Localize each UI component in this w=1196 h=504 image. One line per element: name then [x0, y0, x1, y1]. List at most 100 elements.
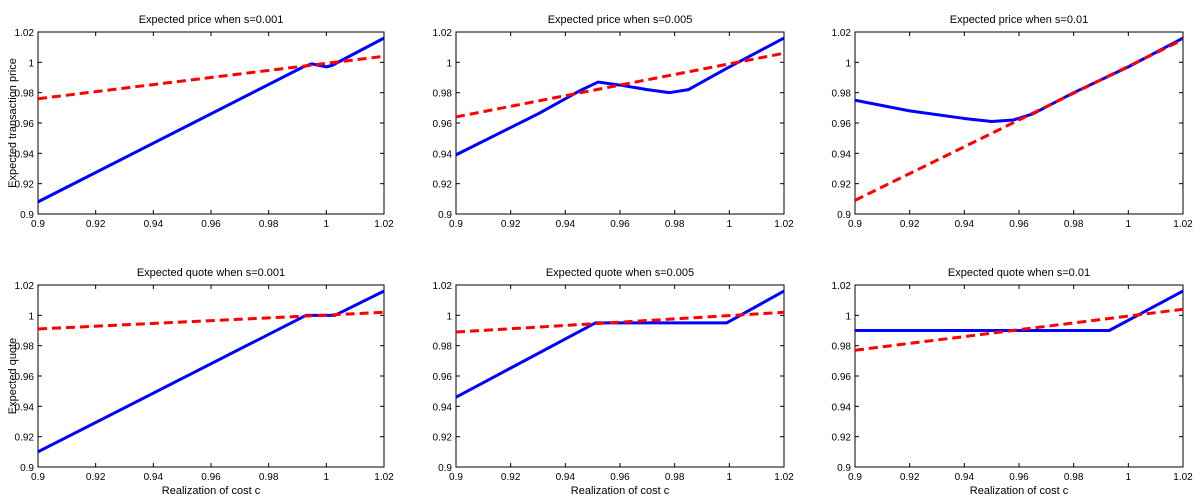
x-tick-label: 0.94	[144, 472, 164, 483]
y-tick-label: 0.94	[433, 402, 453, 413]
x-tick-label: 0.96	[1009, 219, 1029, 230]
y-tick-label: 1.02	[433, 28, 453, 39]
x-tick-label: 1	[1126, 219, 1132, 230]
x-tick-label: 0.9	[848, 472, 862, 483]
y-tick-label: 1.02	[433, 281, 453, 292]
x-tick-label: 1.02	[374, 219, 394, 230]
y-tick-label: 0.9	[20, 463, 34, 474]
y-tick-label: 0.94	[832, 149, 852, 160]
subplot-2: Expected price when s=0.005 0.9 0.92 0.94 0.…	[433, 14, 795, 230]
y-tick-label: 0.92	[15, 433, 35, 444]
x-tick-label: 0.98	[259, 219, 279, 230]
solid-series-line	[456, 36, 784, 157]
x-tick-label: 1.02	[374, 472, 394, 483]
plot-frame	[455, 284, 785, 468]
y-tick-label: 0.9	[837, 210, 851, 221]
x-tick-label: 0.94	[556, 472, 576, 483]
x-tick-label: 0.92	[900, 219, 920, 230]
y-tick-label: 0.92	[433, 433, 453, 444]
subplot-6: Expected quote when s=0.01 0.9 0.92 0.94 0.9…	[832, 267, 1194, 497]
y-tick-label: 0.96	[832, 119, 852, 130]
y-tick-label: 0.98	[15, 342, 35, 353]
subplot-4: Expected quote when s=0.001 0.9 0.92 0.94 0.…	[7, 267, 394, 497]
y-tick-label: 1	[845, 311, 851, 322]
plot-frame	[37, 31, 385, 215]
x-tick-label: 0.92	[86, 219, 106, 230]
y-tick-label: 0.94	[15, 149, 35, 160]
x-tick-label: 0.94	[144, 219, 164, 230]
y-tick-label: 0.96	[433, 372, 453, 383]
y-tick-label: 1.02	[832, 281, 852, 292]
chart-title: Expected quote when s=0.005	[546, 267, 694, 279]
x-tick-label: 0.98	[1064, 472, 1084, 483]
x-tick-label: 0.98	[665, 219, 685, 230]
plot-frame	[37, 284, 385, 468]
x-axis-label: Realization of cost c	[571, 485, 670, 497]
y-tick-label: 0.96	[15, 119, 35, 130]
x-tick-label: 0.92	[900, 472, 920, 483]
dashed-series-line	[38, 310, 384, 331]
solid-series-line	[855, 289, 1183, 332]
x-tick-label: 0.94	[556, 219, 576, 230]
y-tick-label: 1.02	[832, 28, 852, 39]
y-tick-label: 0.96	[433, 119, 453, 130]
y-tick-label: 0.9	[20, 210, 34, 221]
y-tick-label: 0.98	[433, 342, 453, 353]
y-tick-label: 1	[28, 58, 34, 69]
chart-title: Expected price when s=0.01	[950, 14, 1089, 26]
y-tick-label: 0.9	[438, 210, 452, 221]
x-tick-label: 0.9	[31, 219, 45, 230]
x-tick-label: 1.02	[1173, 472, 1193, 483]
y-axis-label: Expected transaction price	[7, 58, 19, 188]
chart-title: Expected price when s=0.005	[548, 14, 693, 26]
y-tick-label: 1	[845, 58, 851, 69]
x-tick-label: 1	[727, 472, 733, 483]
x-tick-label: 0.96	[610, 472, 630, 483]
y-tick-label: 1.02	[15, 28, 35, 39]
x-tick-label: 1.02	[1173, 219, 1193, 230]
x-tick-label: 0.94	[955, 472, 975, 483]
dashed-series-line	[855, 38, 1183, 202]
y-tick-label: 0.9	[438, 463, 452, 474]
y-tick-label: 0.92	[832, 180, 852, 191]
y-tick-label: 0.98	[832, 89, 852, 100]
y-tick-label: 0.96	[832, 372, 852, 383]
x-tick-label: 0.92	[501, 219, 521, 230]
x-tick-label: 0.96	[610, 219, 630, 230]
y-tick-label: 0.92	[15, 180, 35, 191]
y-tick-label: 0.92	[832, 433, 852, 444]
x-axis-label: Realization of cost c	[162, 485, 261, 497]
x-tick-label: 1	[1126, 472, 1132, 483]
x-tick-label: 0.9	[848, 219, 862, 230]
y-tick-label: 1.02	[15, 281, 35, 292]
y-tick-label: 0.96	[15, 372, 35, 383]
solid-series-line	[456, 289, 784, 399]
y-tick-label: 1	[446, 58, 452, 69]
x-tick-label: 0.98	[665, 472, 685, 483]
dashed-series-line	[38, 54, 384, 101]
x-tick-label: 0.98	[259, 472, 279, 483]
plot-frame	[455, 31, 785, 215]
x-tick-label: 0.92	[501, 472, 521, 483]
chart-title: Expected quote when s=0.001	[137, 267, 285, 279]
subplot-3: Expected price when s=0.01 0.9 0.92 0.94 0.9…	[832, 14, 1194, 230]
y-tick-label: 0.92	[433, 180, 453, 191]
plot-frame	[854, 31, 1184, 215]
x-tick-label: 1.02	[774, 219, 794, 230]
chart-title: Expected price when s=0.001	[139, 14, 284, 26]
x-tick-label: 1	[324, 219, 330, 230]
x-tick-label: 0.96	[201, 219, 221, 230]
x-tick-label: 0.94	[955, 219, 975, 230]
x-tick-label: 0.9	[449, 219, 463, 230]
x-tick-label: 1	[727, 219, 733, 230]
y-tick-label: 0.94	[15, 402, 35, 413]
y-tick-label: 0.98	[832, 342, 852, 353]
y-tick-label: 0.9	[837, 463, 851, 474]
x-tick-label: 0.9	[31, 472, 45, 483]
x-tick-label: 1.02	[774, 472, 794, 483]
y-tick-label: 1	[446, 311, 452, 322]
y-tick-label: 0.94	[832, 402, 852, 413]
y-tick-label: 0.98	[433, 89, 453, 100]
x-tick-label: 0.92	[86, 472, 106, 483]
y-tick-label: 0.94	[433, 149, 453, 160]
